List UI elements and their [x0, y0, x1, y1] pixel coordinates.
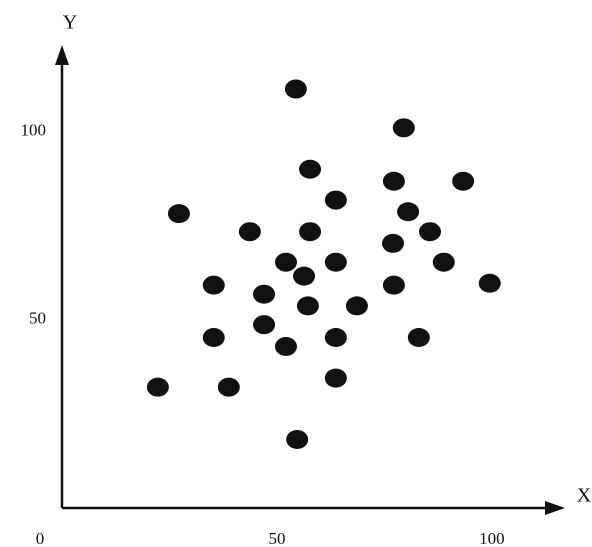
scatter-point	[202, 327, 225, 347]
y-tick-label: 50	[29, 309, 46, 328]
scatter-point	[296, 296, 319, 316]
scatter-point	[253, 284, 276, 304]
scatter-point	[299, 222, 322, 242]
scatter-point	[238, 222, 261, 242]
scatter-point	[452, 171, 475, 191]
scatter-point	[382, 233, 405, 253]
y-axis-label: Y	[63, 12, 77, 34]
scatter-point	[217, 377, 240, 397]
scatter-point	[293, 266, 316, 286]
scatter-point	[286, 429, 309, 449]
scatter-point	[274, 252, 297, 272]
x-axis-arrow	[545, 501, 565, 515]
y-tick-label: 100	[21, 120, 47, 139]
scatter-point	[382, 275, 405, 295]
x-tick-label: 50	[268, 529, 285, 547]
y-axis-arrow	[55, 45, 69, 65]
scatter-point	[392, 118, 415, 138]
scatter-point	[284, 79, 307, 99]
scatter-point	[432, 252, 455, 272]
scatter-point	[253, 315, 276, 335]
scatter-point	[324, 252, 347, 272]
scatter-point	[382, 171, 405, 191]
scatter-point	[202, 275, 225, 295]
scatter-point	[324, 327, 347, 347]
scatter-point	[324, 190, 347, 210]
scatter-point	[345, 296, 368, 316]
x-tick-label: 100	[479, 529, 505, 547]
scatter-point	[397, 202, 420, 222]
x-axis-label: X	[577, 485, 592, 507]
scatter-point	[274, 337, 297, 357]
x-tick-label: 0	[36, 529, 45, 547]
scatter-point	[407, 327, 430, 347]
scatter-point	[478, 273, 501, 293]
scatter-point	[324, 368, 347, 388]
scatter-point	[299, 159, 322, 179]
scatter-point	[419, 222, 442, 242]
scatter-point	[167, 204, 190, 224]
scatter-point	[146, 377, 169, 397]
